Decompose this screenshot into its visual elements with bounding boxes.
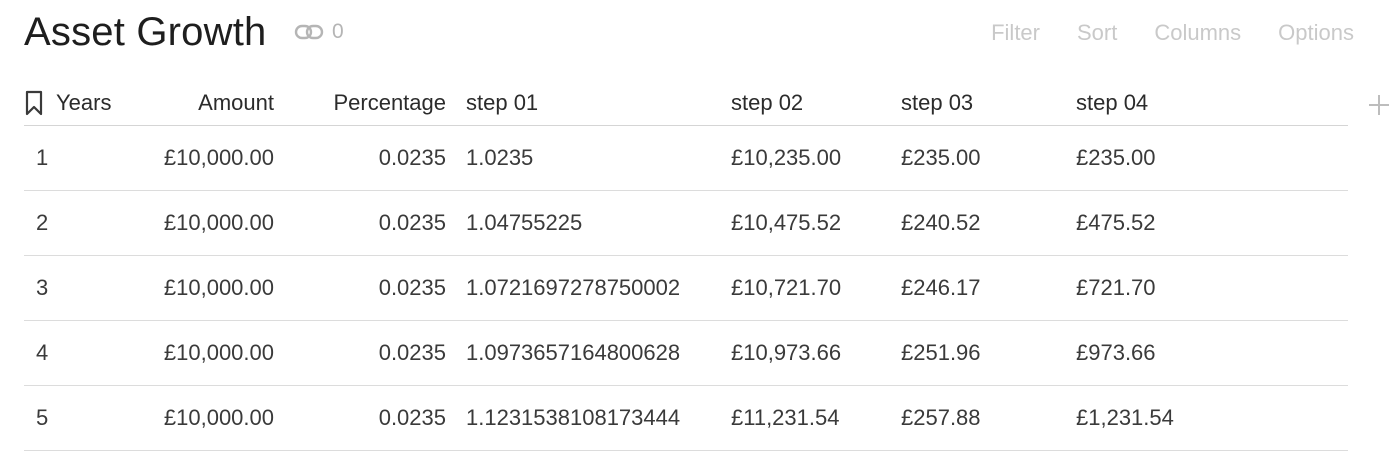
column-label: Years	[56, 89, 112, 115]
column-header-step-03[interactable]: step 03	[901, 80, 1076, 126]
link-count: 0	[332, 20, 344, 43]
page-header: Asset Growth 0 Filter Sort Columns Optio…	[24, 0, 1354, 70]
cell-step-02[interactable]: £10,475.52	[731, 190, 901, 256]
cell-amount[interactable]: £10,000.00	[129, 255, 274, 321]
cell-percentage[interactable]: 0.0235	[274, 190, 446, 256]
cell-amount[interactable]: £10,000.00	[129, 320, 274, 386]
cell-step-02[interactable]: £11,231.54	[731, 385, 901, 451]
cell-step-03[interactable]: £257.88	[901, 385, 1076, 451]
cell-years[interactable]: 1	[24, 125, 129, 191]
column-header-step-02[interactable]: step 02	[731, 80, 901, 126]
link-icon	[294, 24, 324, 40]
cell-years[interactable]: 2	[24, 190, 129, 256]
column-header-amount[interactable]: Amount	[129, 80, 274, 126]
cell-step-01[interactable]: 1.0721697278750002	[446, 255, 731, 321]
cell-step-02[interactable]: £10,973.66	[731, 320, 901, 386]
cell-step-02[interactable]: £10,721.70	[731, 255, 901, 321]
plus-icon[interactable]	[1368, 94, 1390, 116]
table-row[interactable]: 5 £10,000.00 0.0235 1.1231538108173444 £…	[24, 385, 1348, 451]
table-row[interactable]: 2 £10,000.00 0.0235 1.04755225 £10,475.5…	[24, 190, 1348, 256]
table-row[interactable]: 3 £10,000.00 0.0235 1.0721697278750002 £…	[24, 255, 1348, 321]
table-row[interactable]: 4 £10,000.00 0.0235 1.0973657164800628 £…	[24, 320, 1348, 386]
cell-step-04[interactable]: £973.66	[1076, 320, 1348, 386]
column-header-step-04[interactable]: step 04	[1076, 80, 1348, 126]
cell-step-04[interactable]: £475.52	[1076, 190, 1348, 256]
cell-step-04[interactable]: £235.00	[1076, 125, 1348, 191]
cell-step-03[interactable]: £235.00	[901, 125, 1076, 191]
cell-step-03[interactable]: £246.17	[901, 255, 1076, 321]
cell-step-01[interactable]: 1.04755225	[446, 190, 731, 256]
bookmark-icon[interactable]	[24, 90, 44, 116]
link-indicator[interactable]: 0	[294, 20, 344, 44]
cell-percentage[interactable]: 0.0235	[274, 320, 446, 386]
columns-button[interactable]: Columns	[1154, 20, 1242, 45]
cell-amount[interactable]: £10,000.00	[129, 190, 274, 256]
cell-years[interactable]: 5	[24, 385, 129, 451]
cell-step-01[interactable]: 1.0973657164800628	[446, 320, 731, 386]
cell-step-03[interactable]: £251.96	[901, 320, 1076, 386]
column-header-step-01[interactable]: step 01	[446, 80, 731, 126]
table-row[interactable]: 1 £10,000.00 0.0235 1.0235 £10,235.00 £2…	[24, 125, 1348, 191]
sort-button[interactable]: Sort	[1077, 20, 1118, 45]
cell-step-04[interactable]: £721.70	[1076, 255, 1348, 321]
cell-years[interactable]: 3	[24, 255, 129, 321]
options-button[interactable]: Options	[1278, 20, 1354, 45]
column-header-years[interactable]: Years	[24, 80, 129, 126]
data-table: Years Amount Percentage step 01 step 02 …	[24, 80, 1348, 451]
column-header-percentage[interactable]: Percentage	[274, 80, 446, 126]
cell-step-02[interactable]: £10,235.00	[731, 125, 901, 191]
cell-percentage[interactable]: 0.0235	[274, 125, 446, 191]
page-title: Asset Growth	[24, 10, 267, 54]
cell-step-01[interactable]: 1.1231538108173444	[446, 385, 731, 451]
cell-step-01[interactable]: 1.0235	[446, 125, 731, 191]
filter-button[interactable]: Filter	[991, 20, 1040, 45]
cell-amount[interactable]: £10,000.00	[129, 385, 274, 451]
cell-step-04[interactable]: £1,231.54	[1076, 385, 1348, 451]
toolbar: Filter Sort Columns Options	[954, 20, 1354, 46]
table-header-row: Years Amount Percentage step 01 step 02 …	[24, 80, 1348, 126]
cell-percentage[interactable]: 0.0235	[274, 255, 446, 321]
cell-years[interactable]: 4	[24, 320, 129, 386]
cell-percentage[interactable]: 0.0235	[274, 385, 446, 451]
cell-step-03[interactable]: £240.52	[901, 190, 1076, 256]
cell-amount[interactable]: £10,000.00	[129, 125, 274, 191]
